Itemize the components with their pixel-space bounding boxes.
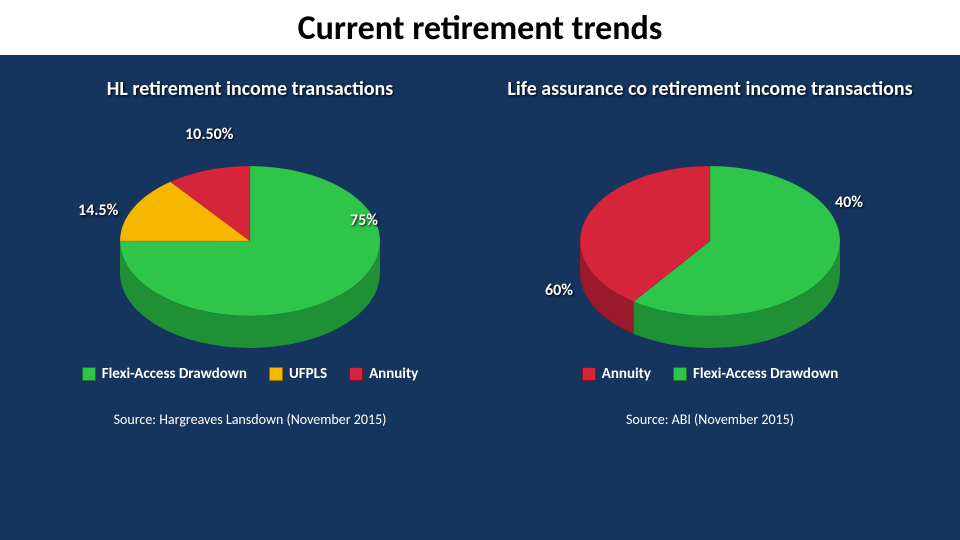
charts-row: HL retirement income transactions 75% 14.…	[0, 55, 960, 428]
legend-label: Annuity	[602, 365, 651, 383]
legend-item: Flexi-Access Drawdown	[82, 365, 247, 383]
left-chart: HL retirement income transactions 75% 14.…	[38, 65, 461, 428]
left-legend: Flexi-Access Drawdown UFPLS Annuity	[82, 365, 419, 383]
legend-item: Annuity	[582, 365, 651, 383]
legend-swatch	[269, 367, 283, 381]
legend-label: Flexi-Access Drawdown	[693, 365, 838, 383]
right-chart-title: Life assurance co retirement income tran…	[507, 65, 912, 113]
pie-label: 75%	[350, 211, 378, 230]
legend-swatch	[82, 367, 96, 381]
legend-label: Flexi-Access Drawdown	[102, 365, 247, 383]
legend-item: UFPLS	[269, 365, 327, 383]
right-pie: 60% 40%	[530, 121, 890, 351]
left-source: Source: Hargreaves Lansdown (November 20…	[114, 411, 387, 428]
pie-label: 10.50%	[185, 125, 233, 144]
pie-label: 60%	[545, 281, 573, 300]
right-source: Source: ABI (November 2015)	[626, 411, 794, 428]
pie-label: 40%	[835, 193, 863, 212]
left-pie: 75% 14.5% 10.50%	[70, 121, 430, 351]
right-chart: Life assurance co retirement income tran…	[498, 65, 921, 428]
legend-swatch	[582, 367, 596, 381]
legend-label: UFPLS	[289, 365, 327, 383]
legend-item: Annuity	[349, 365, 418, 383]
legend-label: Annuity	[369, 365, 418, 383]
page-title: Current retirement trends	[0, 8, 960, 49]
legend-item: Flexi-Access Drawdown	[673, 365, 838, 383]
right-legend: Annuity Flexi-Access Drawdown	[582, 365, 839, 383]
left-chart-title: HL retirement income transactions	[107, 65, 394, 113]
legend-swatch	[349, 367, 363, 381]
title-band: Current retirement trends	[0, 0, 960, 55]
legend-swatch	[673, 367, 687, 381]
pie-label: 14.5%	[78, 201, 118, 220]
